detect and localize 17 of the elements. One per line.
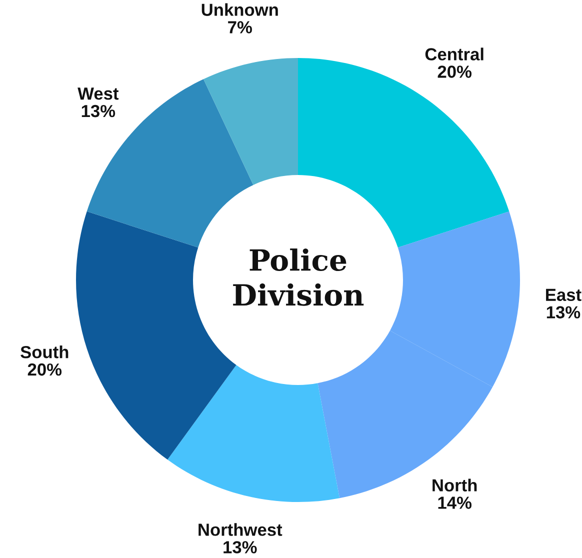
text: Police Division <box>233 248 364 306</box>
data-label: 7% <box>228 21 252 34</box>
slice-label: Unknown <box>202 3 278 16</box>
data-label: 13% <box>224 541 257 554</box>
slice-label: North <box>432 478 477 492</box>
slice-label: Northwest <box>198 523 282 536</box>
data-label: 13% <box>82 104 116 118</box>
data-label: 13% <box>546 306 580 318</box>
slice-label: Central <box>425 48 484 60</box>
data-label: 14% <box>438 496 472 509</box>
slice-label: West <box>78 88 119 100</box>
slice-label: East <box>546 288 582 302</box>
data-label: 20% <box>28 363 62 376</box>
donut-slice <box>168 364 340 502</box>
slice-label: South <box>20 346 68 358</box>
donut-slice <box>203 58 298 185</box>
data-label: 20% <box>438 66 472 78</box>
